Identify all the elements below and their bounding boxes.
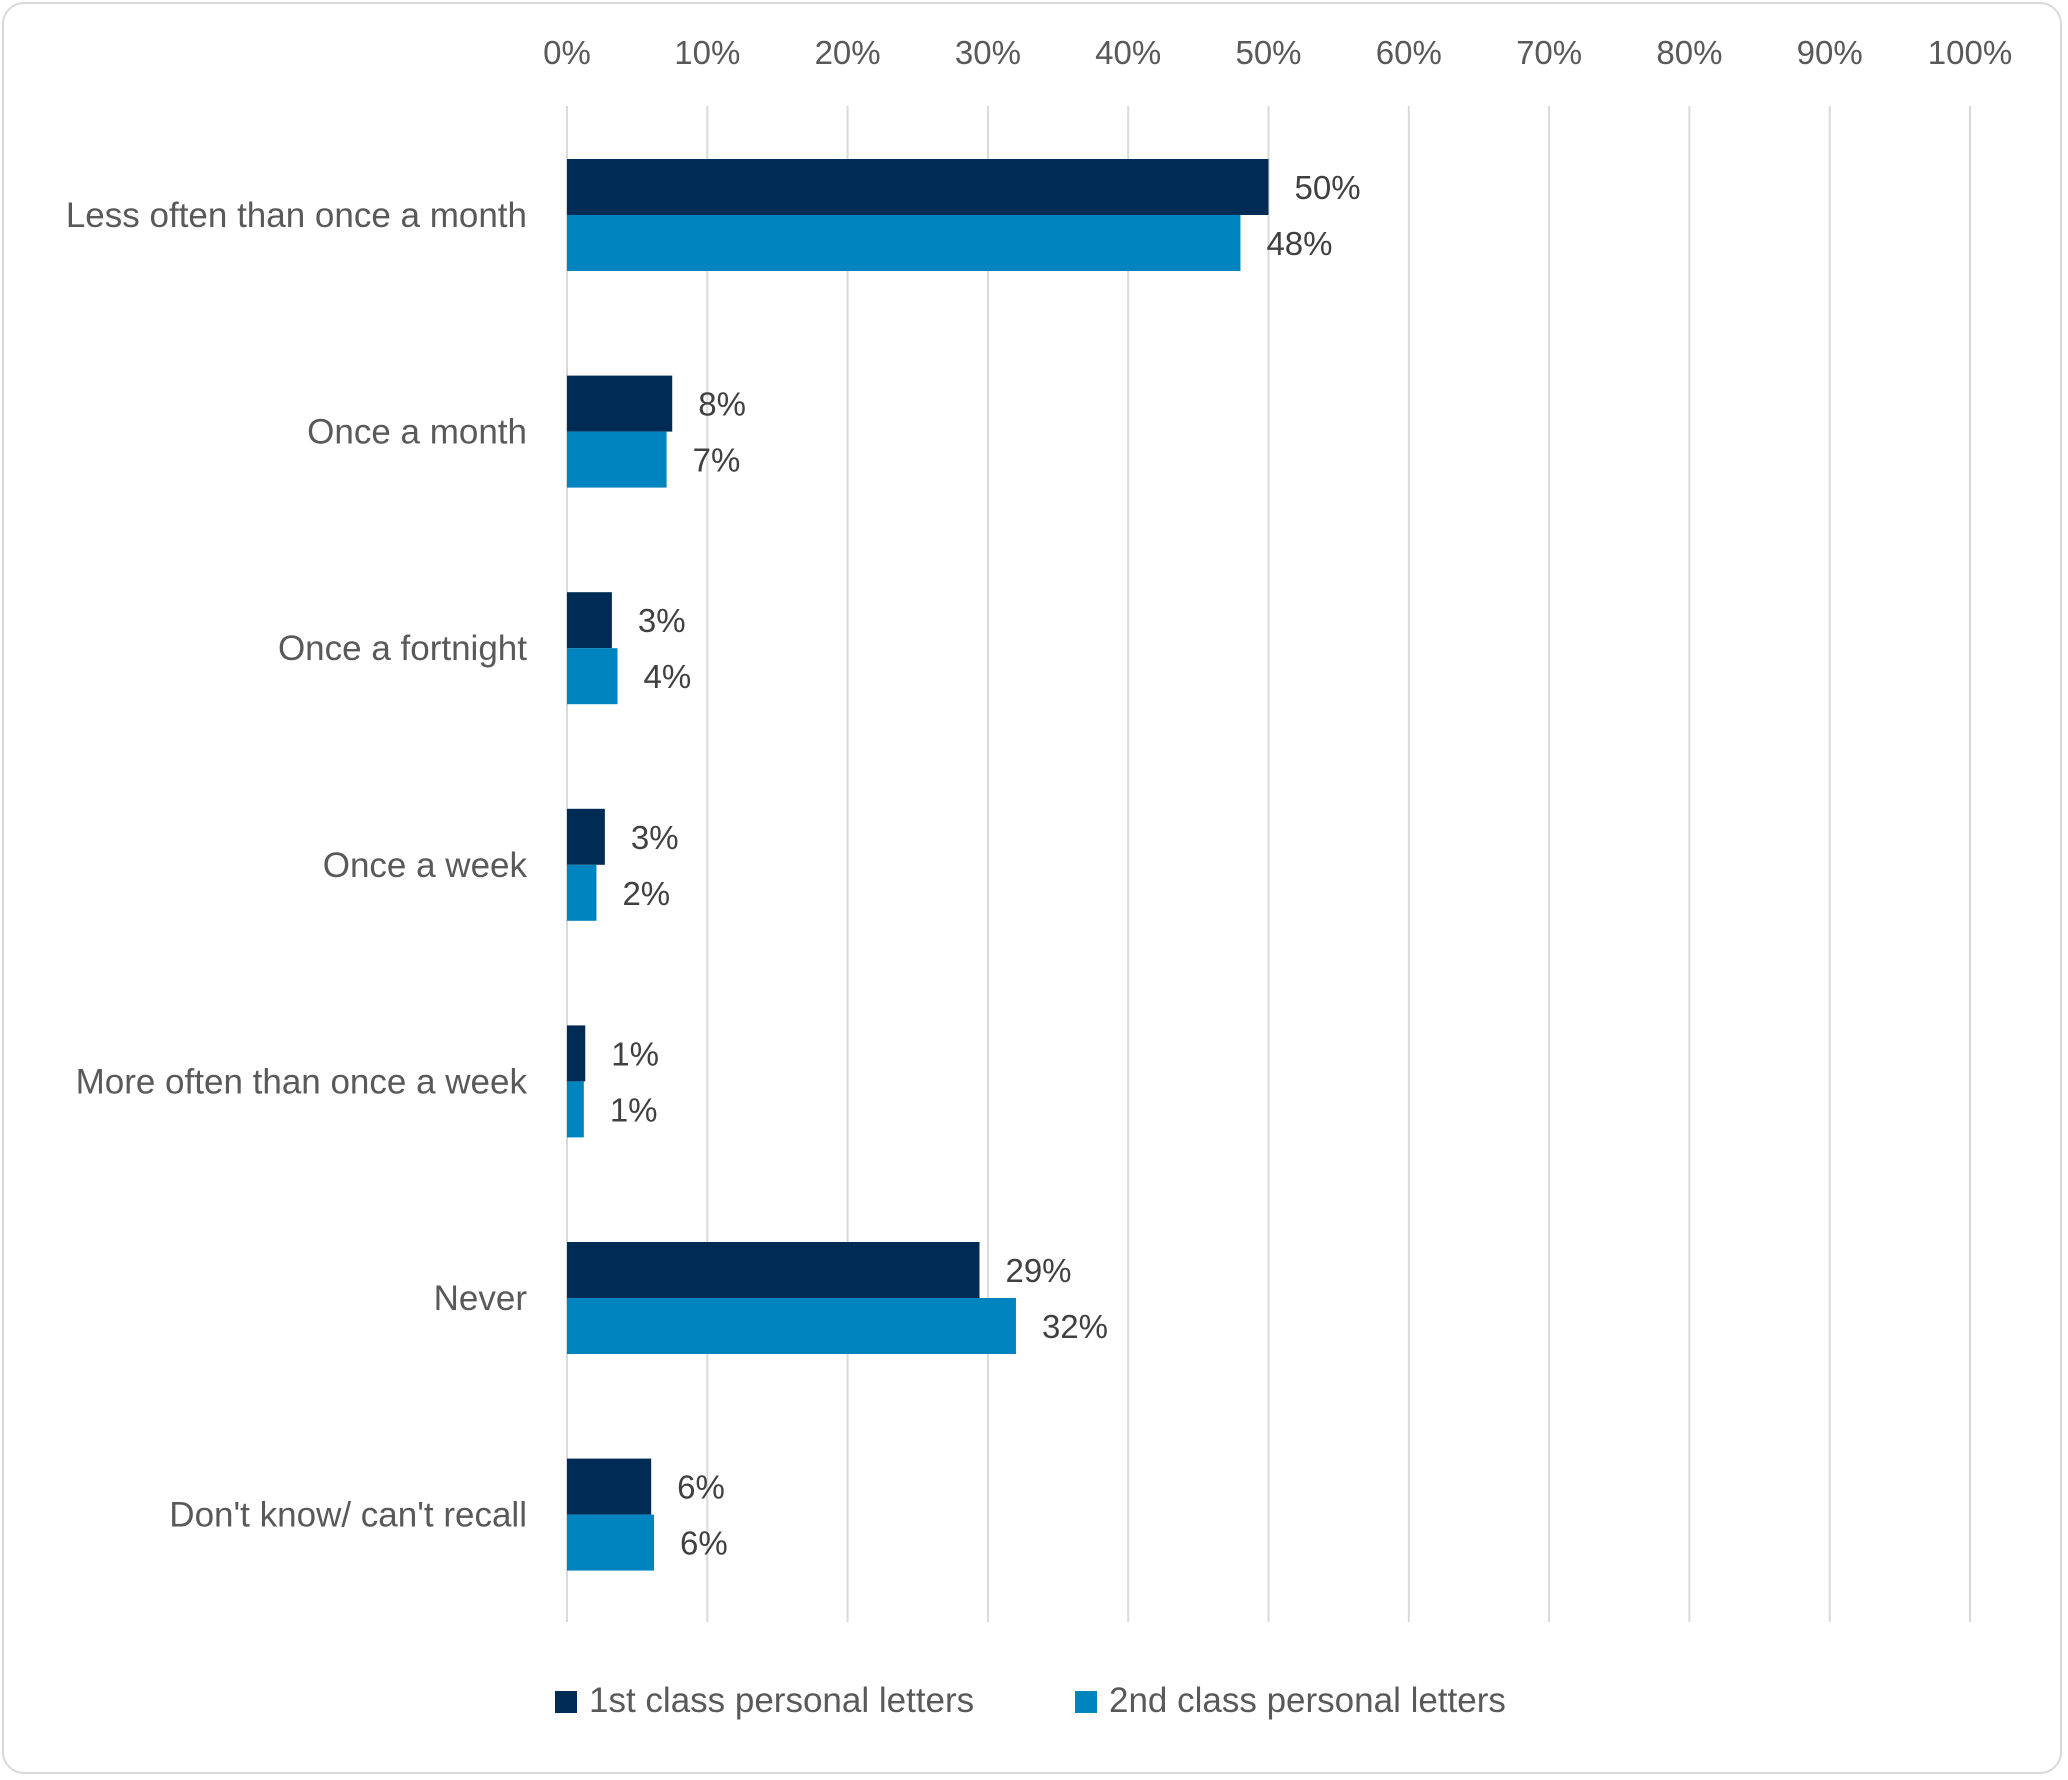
bar-series-2 [567,431,667,488]
bar-series-1 [567,1025,586,1082]
legend-swatch [555,1691,577,1713]
x-tick-label: 40% [1095,34,1161,71]
legend-swatch [1075,1691,1097,1713]
data-label: 4% [644,658,692,695]
x-tick-label: 50% [1235,34,1301,71]
x-tick-label: 70% [1516,34,1582,71]
bar-series-1 [567,159,1269,215]
x-tick-label: 10% [674,34,740,71]
legend: 1st class personal letters 2nd class pers… [555,1681,1506,1720]
data-label: 3% [631,819,679,856]
data-label: 8% [698,386,746,423]
x-tick-label: 80% [1656,34,1722,71]
data-label: 3% [638,602,686,639]
data-labels: 50% 8% 3% 3% 1% 29% 6% 48% 7% 4% 2% 1% 32% 6% [610,169,1361,1562]
category-labels: Less often than once a month Once a month… [66,196,528,1535]
x-tick-label: 90% [1797,34,1863,71]
bar-series-2 [567,215,1241,271]
data-label: 32% [1042,1308,1108,1345]
bar-series-1 [567,592,612,649]
x-tick-label: 0% [543,34,591,71]
category-label: Never [434,1279,528,1318]
data-label: 50% [1295,169,1361,206]
category-label: More often than once a week [76,1062,528,1101]
category-label: Once a month [307,413,527,452]
bar-series-2 [567,1514,654,1571]
legend-label: 2nd class personal letters [1109,1681,1506,1720]
data-label: 29% [1005,1252,1071,1289]
x-tick-label: 60% [1376,34,1442,71]
data-label: 48% [1266,225,1332,262]
data-label: 7% [693,442,741,479]
bar-series-2 [567,1298,1016,1354]
bar-series-1 [567,1242,980,1298]
x-tick-label: 100% [1928,34,2012,71]
x-axis-ticks: 0% 10% 20% 30% 40% 50% 60% 70% 80% 90% 100% [543,34,2012,71]
x-tick-label: 20% [815,34,881,71]
legend-label: 1st class personal letters [589,1681,974,1720]
bar-series-1 [567,375,673,432]
bar-series-2 [567,1081,584,1138]
bar-series-1 [567,808,605,865]
bars [567,159,1269,1571]
data-label: 1% [610,1091,658,1128]
category-label: Once a fortnight [278,629,527,668]
data-label: 2% [622,875,670,912]
gridlines [566,106,1971,1622]
bar-series-2 [567,864,597,921]
bar-series-2 [567,648,618,705]
x-tick-label: 30% [955,34,1021,71]
bar-series-1 [567,1458,652,1515]
category-label: Once a week [323,846,528,885]
data-label: 6% [680,1525,728,1562]
category-label: Don't know/ can't recall [169,1496,527,1535]
category-label: Less often than once a month [66,196,527,235]
data-label: 6% [677,1469,725,1506]
data-label: 1% [611,1035,659,1072]
